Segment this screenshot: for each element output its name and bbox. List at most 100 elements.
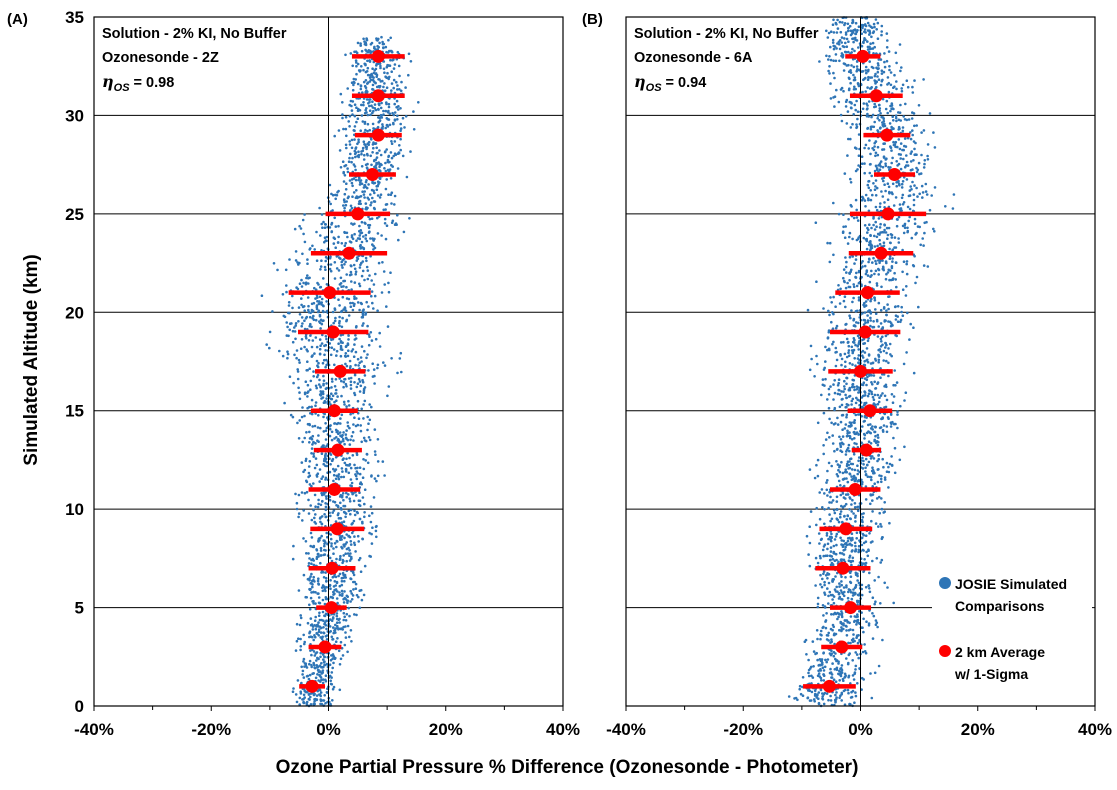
scatter-point [291,295,294,298]
scatter-point [331,699,334,702]
scatter-point [811,691,814,694]
scatter-point [893,74,896,77]
scatter-point [302,509,305,512]
scatter-point [329,579,332,582]
scatter-point [325,300,328,303]
scatter-point [820,394,823,397]
scatter-point [868,258,871,261]
scatter-point [334,385,337,388]
scatter-point [314,616,317,619]
scatter-point [297,320,300,323]
scatter-point [325,580,328,583]
scatter-point [904,227,907,230]
scatter-point [317,503,320,506]
scatter-point [848,508,851,511]
scatter-point [339,689,342,692]
scatter-point [363,511,366,514]
scatter-point [350,280,353,283]
scatter-point [369,109,372,112]
scatter-point [896,410,899,413]
scatter-point [382,46,385,49]
scatter-point [315,387,318,390]
scatter-point [867,310,870,313]
scatter-point [345,469,348,472]
scatter-point [313,352,316,355]
scatter-point [392,58,395,61]
scatter-point [840,31,843,34]
scatter-point [360,385,363,388]
scatter-point [350,380,353,383]
scatter-point [869,172,872,175]
average-point [323,286,336,299]
scatter-point [818,664,821,667]
scatter-point [345,533,348,536]
scatter-point [354,514,357,517]
scatter-point [844,471,847,474]
scatter-point [897,111,900,114]
scatter-point [846,634,849,637]
scatter-point [909,189,912,192]
scatter-point [883,501,886,504]
scatter-point [839,288,842,291]
scatter-point [841,598,844,601]
scatter-point [864,205,867,208]
scatter-point [300,666,303,669]
scatter-point [902,149,905,152]
scatter-point [335,225,338,228]
scatter-point [887,347,890,350]
scatter-point [370,104,373,107]
scatter-point [334,580,337,583]
scatter-point [406,176,409,179]
scatter-point [347,625,350,628]
scatter-point [870,374,873,377]
scatter-point [306,274,309,277]
scatter-point [362,308,365,311]
scatter-point [840,630,843,633]
scatter-point [881,458,884,461]
scatter-point [349,513,352,516]
scatter-point [304,690,307,693]
scatter-point [824,360,827,363]
scatter-point [306,491,309,494]
scatter-point [299,313,302,316]
scatter-point [846,122,849,125]
scatter-point [307,622,310,625]
scatter-point [875,312,878,315]
scatter-point [348,160,351,163]
scatter-point [340,395,343,398]
scatter-point [330,545,333,548]
scatter-point [315,385,318,388]
scatter-point [337,505,340,508]
scatter-point [884,342,887,345]
scatter-point [862,631,865,634]
scatter-point [368,227,371,230]
scatter-point [823,545,826,548]
scatter-point [353,177,356,180]
scatter-point [355,73,358,76]
scatter-point [918,104,921,107]
scatter-point [349,536,352,539]
scatter-point [312,310,315,313]
scatter-point [307,552,310,555]
scatter-point [869,423,872,426]
scatter-point [306,701,309,704]
scatter-point [865,359,868,362]
scatter-point [842,213,845,216]
scatter-point [399,138,402,141]
scatter-point [867,261,870,264]
scatter-point [827,58,830,61]
scatter-point [363,143,366,146]
scatter-point [316,592,319,595]
scatter-point [835,327,838,330]
scatter-point [880,190,883,193]
scatter-point [836,533,839,536]
scatter-point [838,679,841,682]
scatter-point [313,664,316,667]
scatter-point [853,217,856,220]
scatter-point [370,279,373,282]
scatter-point [379,67,382,70]
scatter-point [827,699,830,702]
scatter-point [339,663,342,666]
scatter-point [855,443,858,446]
